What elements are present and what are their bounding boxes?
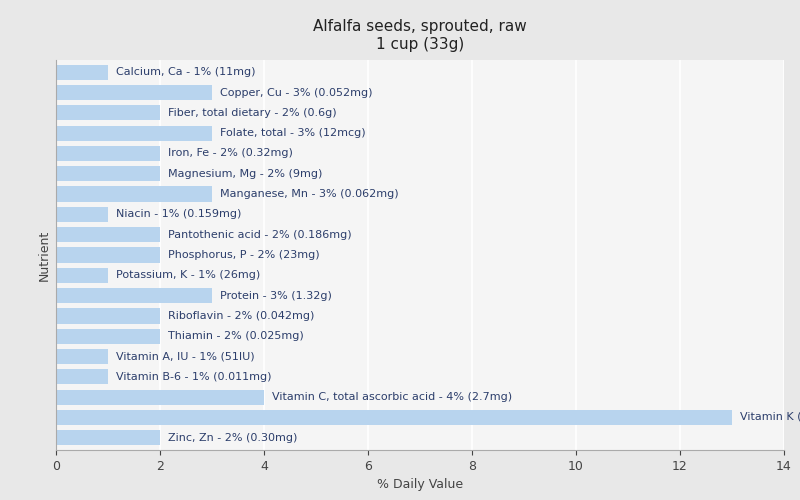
Text: Pantothenic acid - 2% (0.186mg): Pantothenic acid - 2% (0.186mg) bbox=[168, 230, 351, 239]
Text: Folate, total - 3% (12mcg): Folate, total - 3% (12mcg) bbox=[220, 128, 366, 138]
Text: Fiber, total dietary - 2% (0.6g): Fiber, total dietary - 2% (0.6g) bbox=[168, 108, 337, 118]
X-axis label: % Daily Value: % Daily Value bbox=[377, 478, 463, 492]
Bar bbox=[56, 410, 732, 425]
Bar bbox=[56, 308, 160, 324]
Text: Thiamin - 2% (0.025mg): Thiamin - 2% (0.025mg) bbox=[168, 332, 303, 342]
Text: Manganese, Mn - 3% (0.062mg): Manganese, Mn - 3% (0.062mg) bbox=[220, 189, 398, 199]
Text: Vitamin A, IU - 1% (51IU): Vitamin A, IU - 1% (51IU) bbox=[116, 352, 254, 362]
Text: Zinc, Zn - 2% (0.30mg): Zinc, Zn - 2% (0.30mg) bbox=[168, 433, 297, 443]
Text: Potassium, K - 1% (26mg): Potassium, K - 1% (26mg) bbox=[116, 270, 260, 280]
Text: Vitamin B-6 - 1% (0.011mg): Vitamin B-6 - 1% (0.011mg) bbox=[116, 372, 271, 382]
Bar bbox=[56, 64, 108, 80]
Text: Vitamin C, total ascorbic acid - 4% (2.7mg): Vitamin C, total ascorbic acid - 4% (2.7… bbox=[272, 392, 512, 402]
Text: Phosphorus, P - 2% (23mg): Phosphorus, P - 2% (23mg) bbox=[168, 250, 319, 260]
Bar bbox=[56, 430, 160, 446]
Bar bbox=[56, 146, 160, 161]
Bar bbox=[56, 166, 160, 182]
Bar bbox=[56, 328, 160, 344]
Bar bbox=[56, 248, 160, 262]
Text: Vitamin K (phylloquinone) - 13% (10.1mcg): Vitamin K (phylloquinone) - 13% (10.1mcg… bbox=[740, 412, 800, 422]
Bar bbox=[56, 370, 108, 384]
Text: Protein - 3% (1.32g): Protein - 3% (1.32g) bbox=[220, 290, 332, 300]
Bar bbox=[56, 288, 212, 303]
Text: Copper, Cu - 3% (0.052mg): Copper, Cu - 3% (0.052mg) bbox=[220, 88, 372, 98]
Text: Magnesium, Mg - 2% (9mg): Magnesium, Mg - 2% (9mg) bbox=[168, 169, 322, 179]
Text: Calcium, Ca - 1% (11mg): Calcium, Ca - 1% (11mg) bbox=[116, 67, 255, 77]
Text: Riboflavin - 2% (0.042mg): Riboflavin - 2% (0.042mg) bbox=[168, 311, 314, 321]
Text: Niacin - 1% (0.159mg): Niacin - 1% (0.159mg) bbox=[116, 210, 241, 220]
Bar bbox=[56, 268, 108, 283]
Bar bbox=[56, 186, 212, 202]
Bar bbox=[56, 105, 160, 120]
Bar bbox=[56, 85, 212, 100]
Bar bbox=[56, 390, 264, 405]
Bar bbox=[56, 349, 108, 364]
Bar bbox=[56, 207, 108, 222]
Bar bbox=[56, 126, 212, 140]
Text: Iron, Fe - 2% (0.32mg): Iron, Fe - 2% (0.32mg) bbox=[168, 148, 293, 158]
Bar bbox=[56, 227, 160, 242]
Y-axis label: Nutrient: Nutrient bbox=[38, 230, 50, 280]
Title: Alfalfa seeds, sprouted, raw
1 cup (33g): Alfalfa seeds, sprouted, raw 1 cup (33g) bbox=[313, 20, 527, 52]
